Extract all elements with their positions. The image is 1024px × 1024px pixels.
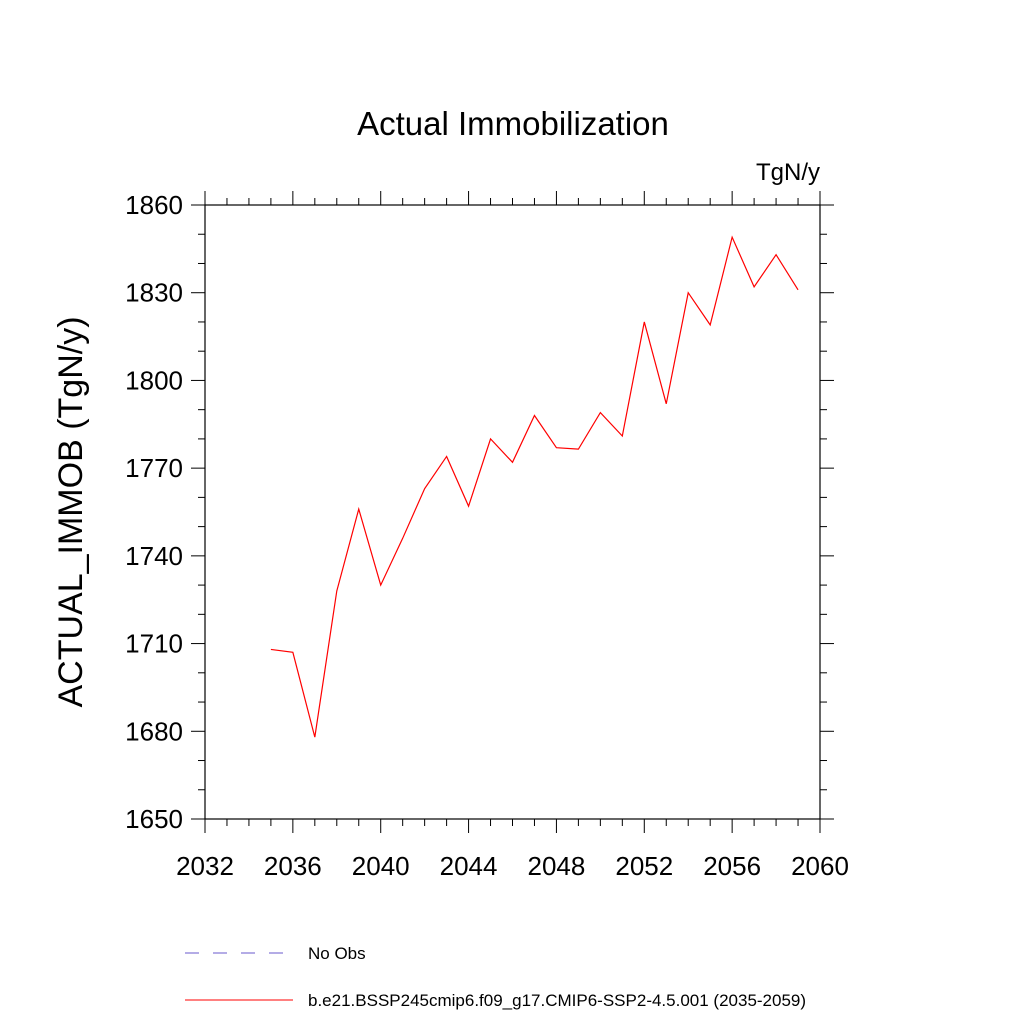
axis-tick-labels: 2032 2036 2040 2044 2048 2052 2056 2060 1650 1680… [125, 190, 849, 881]
y-tick-label: 1680 [125, 716, 183, 746]
chart-title: Actual Immobilization [357, 105, 669, 142]
x-tick-label: 2032 [176, 851, 234, 881]
series-layer [270, 235, 799, 738]
legend-label-model: b.e21.BSSP245cmip6.f09_g17.CMIP6-SSP2-4.… [308, 991, 806, 1010]
x-tick-label: 2060 [791, 851, 849, 881]
axis-ticks [191, 191, 834, 833]
x-tick-label: 2044 [440, 851, 498, 881]
y-tick-label: 1860 [125, 190, 183, 220]
plot-frame [204, 204, 821, 820]
legend-label-no-obs: No Obs [308, 944, 366, 963]
y-tick-label: 1710 [125, 629, 183, 659]
x-tick-label: 2048 [528, 851, 586, 881]
x-tick-label: 2040 [352, 851, 410, 881]
y-tick-label: 1830 [125, 278, 183, 308]
x-tick-label: 2052 [615, 851, 673, 881]
x-tick-label: 2056 [703, 851, 761, 881]
legend: No Obs b.e21.BSSP245cmip6.f09_g17.CMIP6-… [185, 944, 806, 1010]
units-label: TgN/y [756, 159, 820, 186]
y-tick-label: 1800 [125, 365, 183, 395]
y-tick-label: 1770 [125, 453, 183, 483]
y-tick-label: 1740 [125, 541, 183, 571]
x-tick-label: 2036 [264, 851, 322, 881]
series-line [270, 235, 799, 738]
y-tick-label: 1650 [125, 804, 183, 834]
y-axis-label: ACTUAL_IMMOB (TgN/y) [52, 316, 90, 707]
